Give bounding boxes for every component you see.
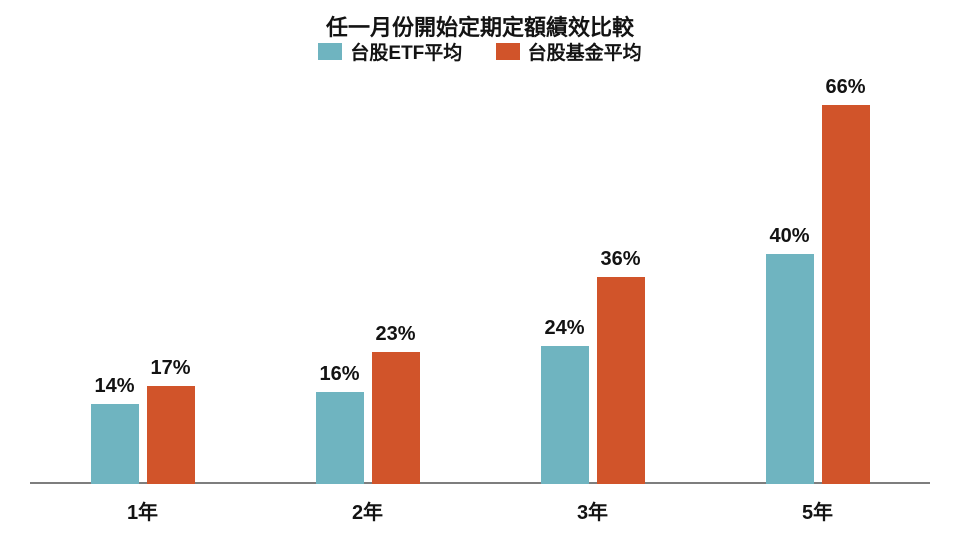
bar-value-label: 16% (319, 363, 359, 386)
x-axis-labels: 1年 2年 3年 5年 (30, 496, 930, 526)
legend-swatch-etf (318, 43, 342, 60)
bar-etf: 40% (766, 254, 814, 484)
bar-group: 14%17% (87, 386, 199, 484)
bar-value-label: 24% (544, 317, 584, 340)
bar-value-label: 40% (769, 225, 809, 248)
bar-value-label: 14% (94, 375, 134, 398)
bar-fund: 66% (822, 105, 870, 484)
legend-item-fund: 台股基金平均 (496, 38, 642, 65)
bar-value-label: 66% (825, 76, 865, 99)
x-axis-label: 5年 (802, 496, 833, 525)
x-axis-label: 2年 (352, 496, 383, 525)
legend-label-fund: 台股基金平均 (528, 38, 642, 65)
bar-value-label: 17% (150, 357, 190, 380)
bar-fund: 17% (147, 386, 195, 484)
legend-label-etf: 台股ETF平均 (350, 38, 462, 65)
bar-etf: 24% (541, 346, 589, 484)
legend-swatch-fund (496, 43, 520, 60)
bar-etf: 16% (316, 392, 364, 484)
bar-group: 24%36% (537, 277, 649, 484)
x-axis-label: 1年 (127, 496, 158, 525)
bar-group: 40%66% (762, 105, 874, 484)
x-axis-label: 3年 (577, 496, 608, 525)
plot-area: 14%17%16%23%24%36%40%66% (30, 82, 930, 484)
bar-etf: 14% (91, 404, 139, 484)
bar-fund: 36% (597, 277, 645, 484)
chart-legend: 台股ETF平均 台股基金平均 (0, 38, 960, 66)
bar-fund: 23% (372, 352, 420, 484)
legend-item-etf: 台股ETF平均 (318, 38, 462, 65)
performance-chart: 任一月份開始定期定額績效比較 台股ETF平均 台股基金平均 14%17%16%2… (0, 0, 960, 544)
bar-value-label: 36% (600, 248, 640, 271)
bar-group: 16%23% (312, 352, 424, 484)
bar-value-label: 23% (375, 323, 415, 346)
